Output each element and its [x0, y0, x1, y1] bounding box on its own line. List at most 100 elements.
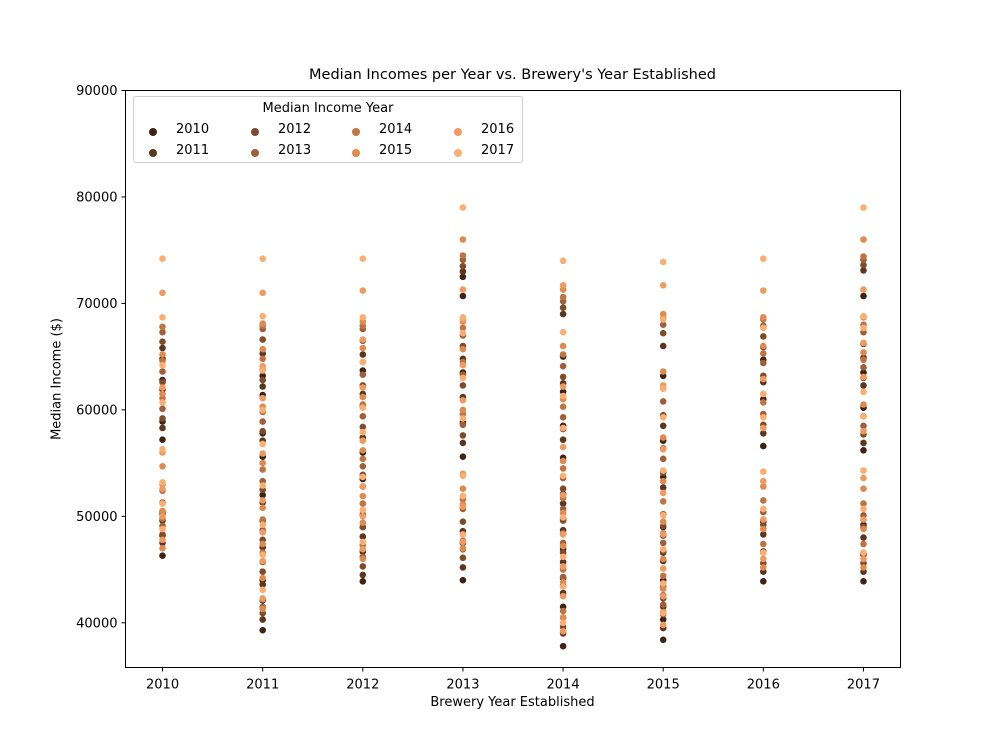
data-point-2016-22: [459, 503, 467, 511]
data-point-2014-7: [259, 516, 267, 523]
series-2016: [159, 282, 867, 635]
data-point-2017-65: [860, 204, 867, 211]
data-point-2015-21: [459, 545, 467, 552]
legend-marker-2013: [251, 149, 259, 157]
data-point-2014-30: [559, 351, 567, 358]
data-point-2011-23: [459, 268, 467, 275]
legend-label-2016: 2016: [481, 122, 515, 137]
data-point-2017-39: [559, 392, 567, 400]
data-point-2015-17: [359, 447, 367, 454]
data-point-2017-0: [159, 525, 166, 533]
data-point-2013-20: [459, 421, 467, 429]
data-point-2015-6: [259, 605, 267, 613]
data-point-2012-2: [159, 415, 166, 422]
data-point-2017-49: [659, 316, 667, 323]
data-point-2010-25: [459, 453, 467, 461]
data-point-2014-42: [760, 350, 767, 357]
data-point-2014-40: [760, 497, 767, 504]
data-point-2016-28: [559, 628, 567, 635]
data-point-2015-52: [860, 485, 867, 493]
data-point-2016-10: [259, 450, 267, 457]
data-point-2017-9: [259, 551, 267, 558]
data-point-2017-50: [659, 258, 667, 266]
data-point-2017-13: [259, 406, 267, 414]
data-point-2012-28: [559, 485, 567, 493]
legend-label-2011: 2011: [176, 143, 210, 158]
data-point-2017-57: [760, 255, 767, 262]
data-point-2010-57: [860, 447, 867, 454]
data-point-2011-40: [760, 531, 767, 538]
data-point-2017-63: [860, 324, 867, 332]
data-point-2017-55: [760, 390, 767, 398]
data-point-2017-44: [659, 546, 667, 553]
y-tick-label-3: 70000: [76, 297, 117, 312]
data-point-2016-40: [659, 489, 667, 497]
data-point-2017-33: [559, 619, 567, 627]
data-point-2016-54: [860, 373, 867, 381]
data-point-2013-3: [159, 368, 166, 375]
data-point-2015-32: [559, 457, 567, 465]
x-tick-label-7: 2017: [847, 678, 880, 693]
data-point-2012-11: [259, 336, 267, 343]
data-point-2011-46: [860, 439, 867, 447]
data-point-2015-46: [760, 483, 767, 490]
data-point-2015-14: [359, 555, 367, 563]
data-point-2011-13: [359, 533, 367, 540]
data-point-2014-41: [760, 399, 767, 406]
data-point-2015-38: [659, 555, 667, 563]
data-point-2015-27: [459, 236, 467, 243]
data-point-2010-48: [760, 578, 767, 585]
data-point-2011-31: [559, 310, 567, 318]
data-point-2013-2: [159, 405, 166, 413]
data-point-2015-51: [860, 525, 867, 533]
data-point-2017-59: [860, 505, 867, 513]
data-point-2013-42: [760, 359, 767, 367]
data-point-2015-23: [459, 485, 467, 493]
data-point-2017-62: [860, 388, 867, 396]
data-point-2016-14: [359, 546, 367, 553]
data-point-2016-6: [259, 595, 267, 602]
data-point-2016-25: [459, 361, 467, 369]
data-point-2012-18: [459, 554, 467, 562]
data-point-2017-16: [259, 255, 267, 262]
data-point-2011-10: [259, 383, 267, 390]
data-point-2015-34: [559, 342, 567, 350]
data-point-2017-35: [559, 553, 567, 561]
plot-frame: [125, 90, 901, 668]
data-point-2014-4: [159, 323, 166, 331]
data-point-2016-41: [659, 446, 667, 453]
data-point-2016-19: [359, 336, 367, 343]
data-point-2017-47: [659, 414, 667, 421]
data-point-2012-10: [259, 376, 267, 384]
data-point-2016-30: [559, 563, 567, 570]
data-point-2017-42: [659, 609, 667, 617]
data-point-2016-5: [159, 289, 166, 297]
data-point-2015-53: [860, 401, 867, 408]
data-point-2013-29: [559, 414, 567, 421]
data-point-2013-15: [359, 413, 367, 420]
data-point-2017-11: [259, 482, 267, 489]
data-point-2014-22: [459, 324, 467, 332]
data-point-2017-31: [459, 314, 467, 321]
x-axis-label: Brewery Year Established: [430, 695, 595, 710]
data-point-2015-5: [159, 351, 166, 358]
data-point-2011-20: [459, 439, 467, 447]
data-point-2014-23: [459, 252, 467, 259]
data-point-2017-8: [259, 586, 267, 594]
data-point-2011-18: [459, 564, 467, 571]
data-point-2010-28: [459, 292, 467, 300]
data-point-2012-15: [359, 423, 367, 431]
data-point-2017-19: [359, 473, 367, 481]
data-point-2017-61: [860, 413, 867, 420]
data-point-2017-54: [760, 414, 767, 421]
data-point-2016-53: [860, 427, 867, 435]
legend-label-2012: 2012: [278, 122, 312, 137]
data-point-2010-60: [860, 292, 867, 300]
data-point-2012-4: [159, 338, 166, 346]
data-point-2016-50: [860, 555, 867, 563]
data-point-2010-54: [860, 578, 867, 585]
data-point-2015-4: [159, 390, 166, 398]
data-point-2015-42: [659, 368, 667, 375]
data-point-2016-33: [559, 443, 567, 451]
